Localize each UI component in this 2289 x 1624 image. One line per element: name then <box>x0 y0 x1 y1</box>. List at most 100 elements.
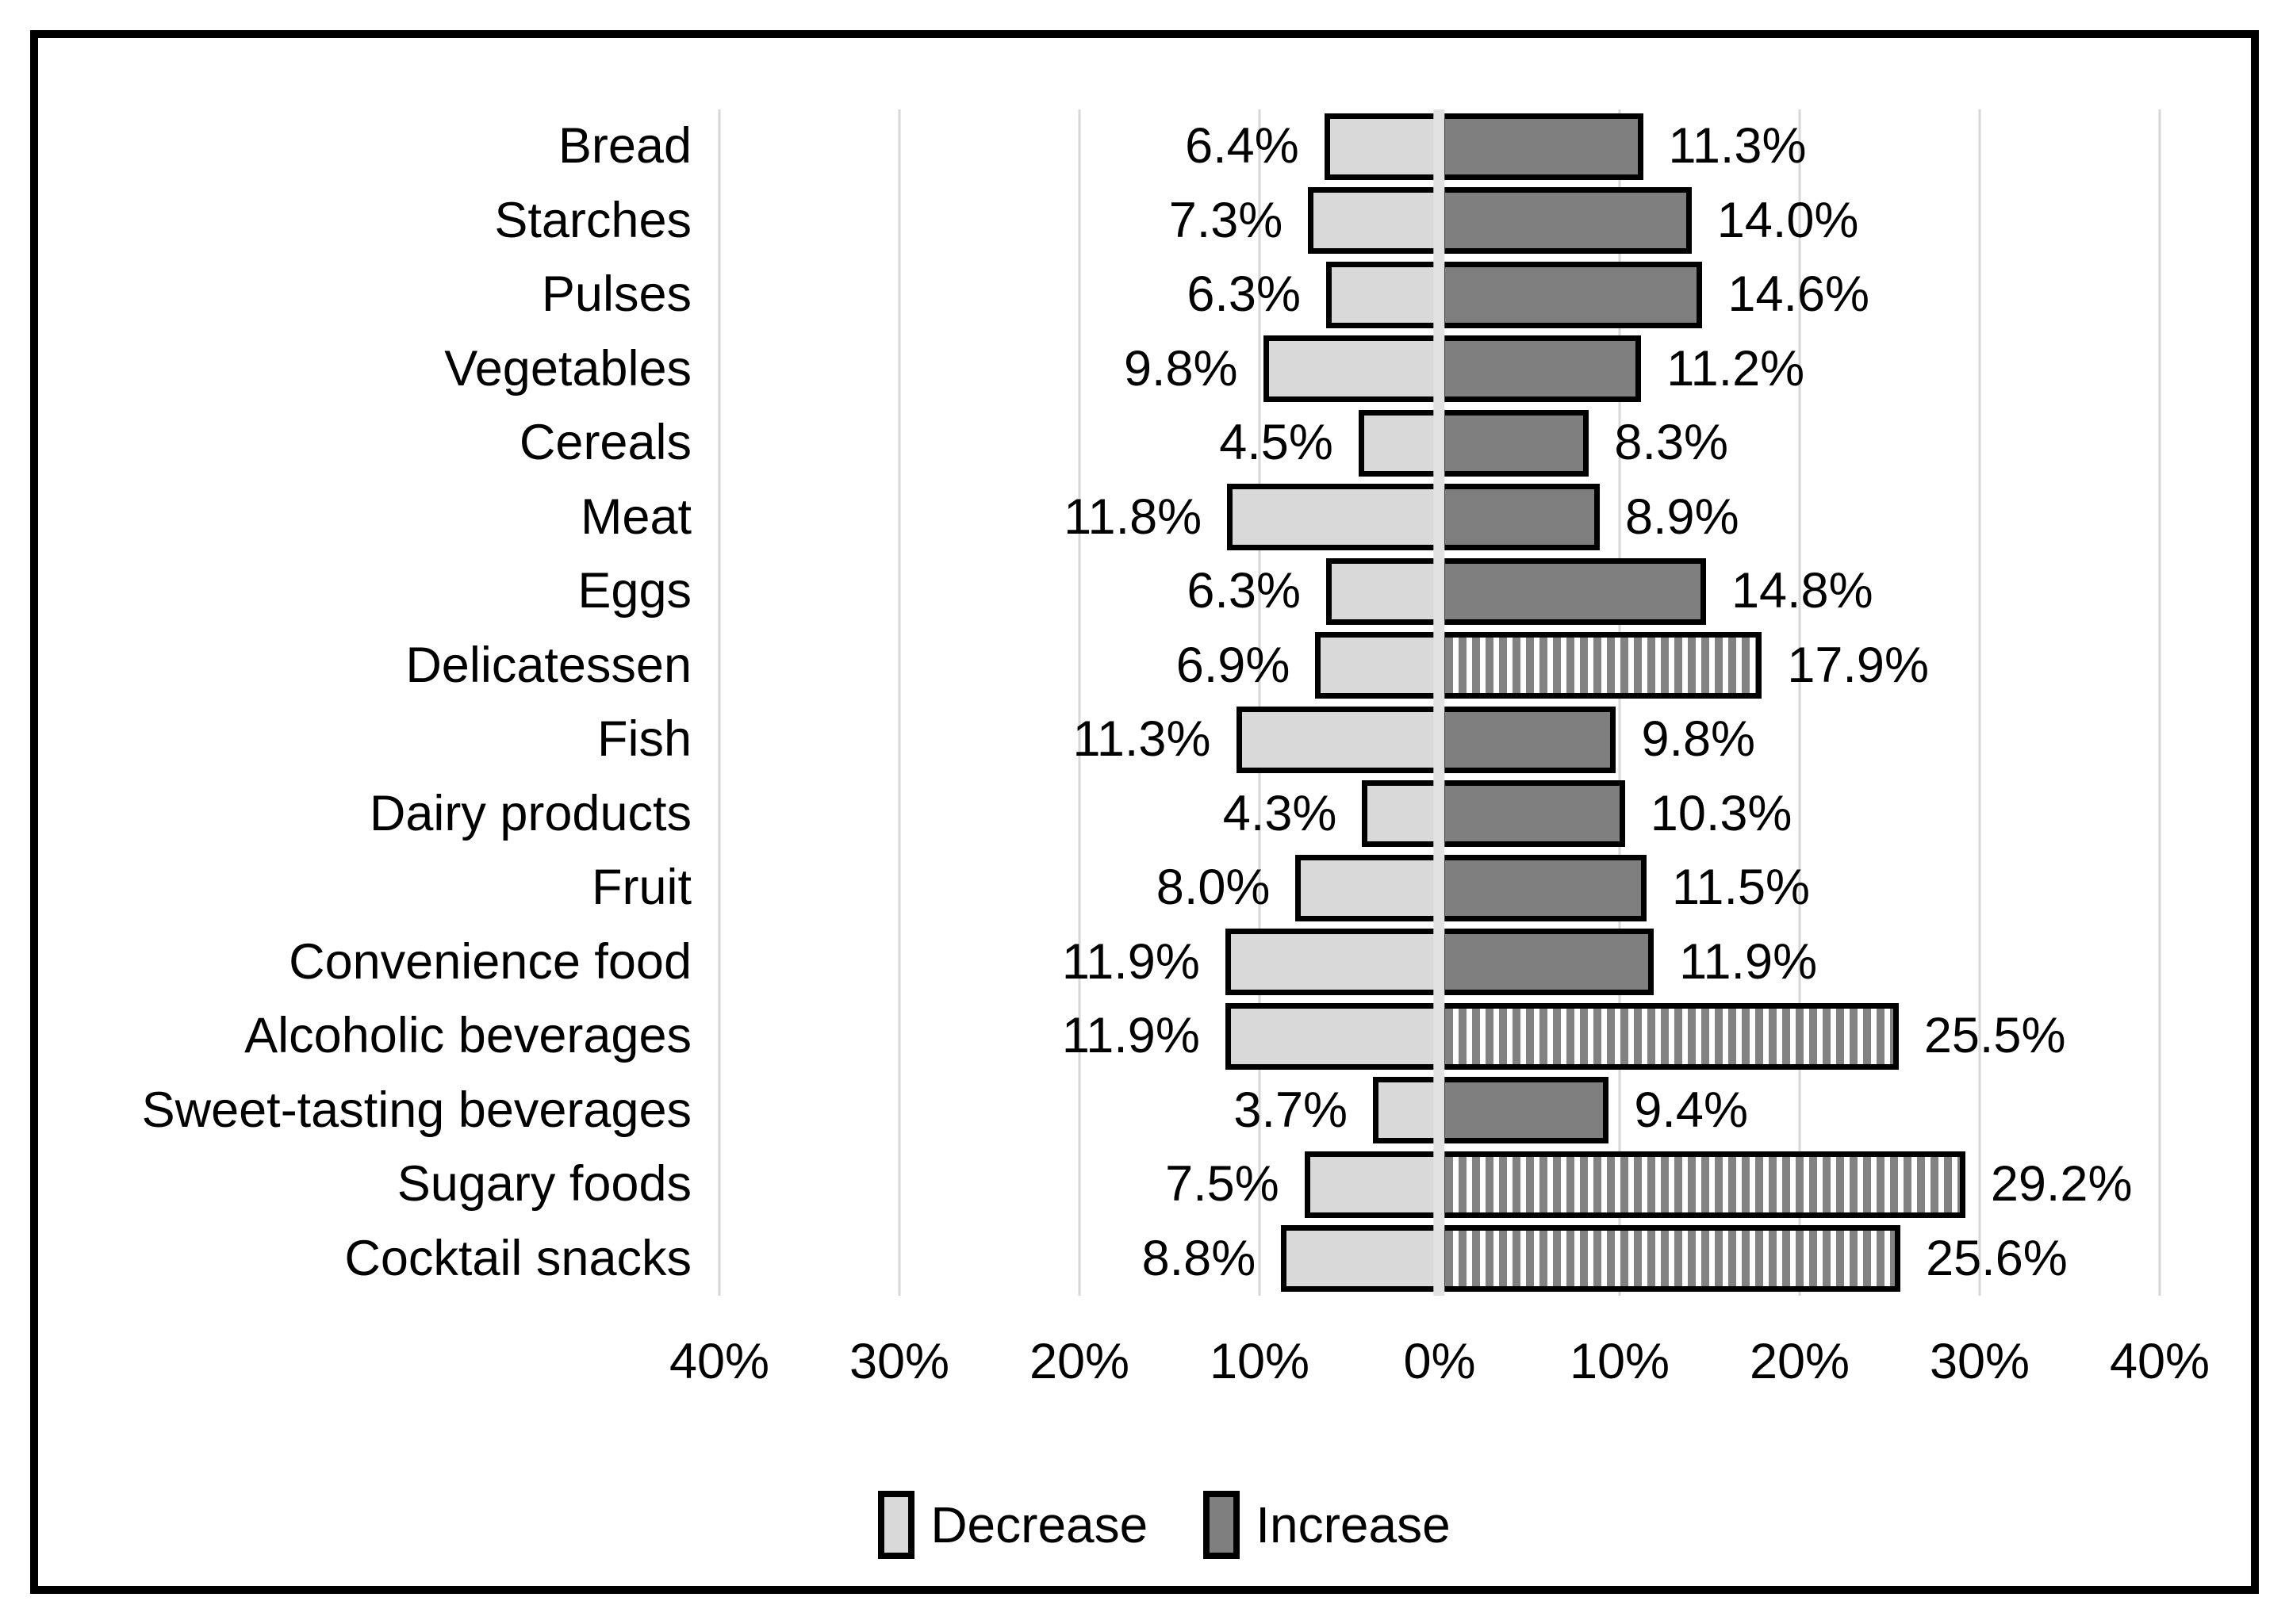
increase-bar <box>1440 706 1616 773</box>
increase-value-label: 14.0% <box>1716 192 1859 248</box>
category-axis: Bread Starches Pulses Vegetables Cereals… <box>48 109 692 1296</box>
increase-value-label: 9.4% <box>1634 1082 1748 1138</box>
gridline <box>1258 109 1261 1296</box>
x-axis-tick: 30% <box>1929 1334 2030 1389</box>
increase-value-label: 8.3% <box>1614 415 1729 471</box>
increase-value-label: 29.2% <box>1990 1156 2133 1212</box>
increase-value-label: 14.8% <box>1731 563 1873 619</box>
chart-row: 3.7% 9.4% <box>719 1074 2160 1148</box>
gridline <box>2158 109 2161 1296</box>
chart-row: 8.8% 25.6% <box>719 1222 2160 1297</box>
x-axis-tick: 20% <box>1749 1334 1850 1389</box>
chart-row: 6.9% 17.9% <box>719 629 2160 703</box>
increase-value-label: 11.3% <box>1668 118 1807 174</box>
decrease-value-label: 3.7% <box>1233 1082 1348 1138</box>
decrease-value-label: 6.3% <box>1187 266 1301 323</box>
decrease-bar <box>1295 854 1440 921</box>
increase-value-label: 25.6% <box>1926 1230 2068 1286</box>
increase-bar <box>1440 335 1642 403</box>
chart-row: 7.5% 29.2% <box>719 1147 2160 1222</box>
decrease-value-label: 8.0% <box>1156 860 1271 916</box>
legend-label: Decrease <box>930 1496 1148 1553</box>
category-label: Delicatessen <box>405 637 692 693</box>
increase-bar <box>1440 1077 1609 1144</box>
x-axis-tick: 10% <box>1569 1334 1670 1389</box>
increase-value-label: 25.5% <box>1923 1008 2066 1064</box>
chart-row: 6.3% 14.6% <box>719 258 2160 332</box>
gridline <box>718 109 721 1296</box>
legend-item-increase: Increase <box>1203 1491 1451 1559</box>
x-axis-tick: 40% <box>2109 1334 2210 1389</box>
gridline <box>1978 109 1981 1296</box>
category-label: Meat <box>580 488 692 545</box>
increase-bar <box>1440 187 1692 255</box>
category-label: Sweet-tasting beverages <box>141 1082 692 1138</box>
zero-axis-line <box>1433 109 1445 1296</box>
chart-row: 11.9% 11.9% <box>719 925 2160 1000</box>
decrease-bar <box>1326 261 1440 328</box>
increase-bar <box>1440 929 1654 996</box>
decrease-value-label: 11.3% <box>1072 711 1211 768</box>
category-label: Fruit <box>592 860 692 916</box>
x-axis-tick: 40% <box>669 1334 770 1389</box>
decrease-value-label: 6.3% <box>1187 563 1301 619</box>
x-axis-tick: 10% <box>1209 1334 1310 1389</box>
chart-row: 11.8% 8.9% <box>719 481 2160 555</box>
increase-bar <box>1440 1225 1901 1293</box>
increase-bar <box>1440 780 1625 848</box>
gridline <box>898 109 901 1296</box>
decrease-value-label: 11.9% <box>1061 1008 1200 1064</box>
x-axis-tick: 20% <box>1029 1334 1130 1389</box>
decrease-bar <box>1281 1225 1440 1293</box>
increase-bar <box>1440 854 1647 921</box>
chart-row: 9.8% 11.2% <box>719 332 2160 407</box>
increase-value-label: 14.6% <box>1727 266 1870 323</box>
decrease-bar <box>1358 409 1440 477</box>
decrease-bar <box>1324 113 1440 180</box>
decrease-bar <box>1362 780 1440 848</box>
decrease-bar <box>1315 632 1440 699</box>
decrease-swatch-icon <box>878 1491 915 1559</box>
decrease-bar <box>1326 557 1440 625</box>
decrease-bar <box>1308 187 1440 255</box>
gridline <box>1618 109 1621 1296</box>
increase-bar <box>1440 1002 1899 1070</box>
increase-value-label: 9.8% <box>1641 711 1756 768</box>
chart-row: 6.3% 14.8% <box>719 554 2160 629</box>
category-label: Cocktail snacks <box>344 1230 692 1286</box>
category-label: Alcoholic beverages <box>244 1008 692 1064</box>
increase-bar <box>1440 261 1703 328</box>
decrease-bar <box>1225 929 1440 996</box>
increase-swatch-icon <box>1203 1491 1240 1559</box>
decrease-value-label: 11.9% <box>1061 933 1200 990</box>
chart-row: 11.3% 9.8% <box>719 703 2160 777</box>
decrease-bar <box>1373 1077 1440 1144</box>
legend: Decrease Increase <box>20 1491 2289 1559</box>
decrease-value-label: 7.5% <box>1165 1156 1279 1212</box>
x-axis: 40% 30% 20% 10% 0% 10% 20% 30% 40% <box>669 1334 2210 1392</box>
decrease-value-label: 4.3% <box>1222 785 1337 841</box>
gridline <box>1798 109 1801 1296</box>
chart-row: 7.3% 14.0% <box>719 184 2160 259</box>
increase-value-label: 11.2% <box>1666 340 1805 396</box>
category-label: Sugary foods <box>397 1156 692 1212</box>
increase-bar <box>1440 557 1706 625</box>
x-axis-tick: 0% <box>1403 1334 1476 1389</box>
chart-row: 4.3% 10.3% <box>719 777 2160 852</box>
increase-value-label: 11.9% <box>1679 933 1818 990</box>
category-label: Starches <box>494 192 692 248</box>
decrease-value-label: 7.3% <box>1168 192 1283 248</box>
category-label: Bread <box>558 118 692 174</box>
gridline <box>1078 109 1081 1296</box>
category-label: Cereals <box>519 415 692 471</box>
legend-item-decrease: Decrease <box>878 1491 1148 1559</box>
category-label: Fish <box>596 711 692 768</box>
decrease-value-label: 6.9% <box>1175 637 1290 693</box>
increase-bar <box>1440 1151 1965 1218</box>
figure-border <box>30 30 2259 1594</box>
bar-rows: 6.4% 11.3% 7.3% 14.0% 6.3% 14.6% 9.8% 11… <box>719 109 2160 1296</box>
increase-value-label: 17.9% <box>1787 637 1929 693</box>
increase-value-label: 11.5% <box>1672 860 1811 916</box>
decrease-value-label: 8.8% <box>1141 1230 1256 1286</box>
